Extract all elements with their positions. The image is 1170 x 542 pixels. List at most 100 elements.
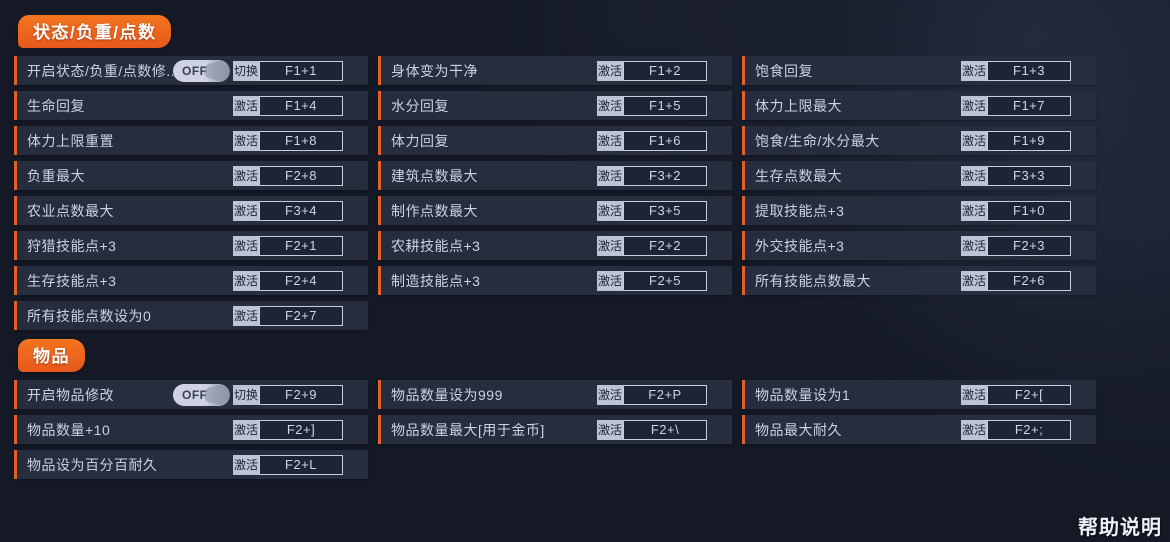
hotkey-field[interactable]: F1+1 [259,60,343,81]
action-button[interactable]: 切换 [233,60,259,81]
hotkey-field[interactable]: F1+3 [987,60,1071,81]
action-button[interactable]: 激活 [233,200,259,221]
section-header: 状态/负重/点数 [18,15,172,48]
action-button[interactable]: 激活 [961,130,987,151]
action-button[interactable]: 激活 [597,165,623,186]
action-button[interactable]: 激活 [233,130,259,151]
action-button[interactable]: 激活 [597,95,623,116]
hotkey-field[interactable]: F2+3 [987,235,1071,256]
hotkey-field[interactable]: F2+8 [259,165,343,186]
cheat-label: 所有技能点数最大 [755,272,871,289]
cheat-row: 开启物品修改 OFF 切换 F2+9 [14,380,368,409]
action-button[interactable]: 激活 [597,60,623,81]
help-link[interactable]: 帮助说明 [1078,517,1162,539]
action-button[interactable]: 激活 [597,384,623,405]
hotkey-field[interactable]: F3+4 [259,200,343,221]
action-button[interactable]: 激活 [233,95,259,116]
row-controls: 激活 F1+2 [597,60,707,81]
row-controls: 激活 F1+9 [961,130,1071,151]
row-controls: 激活 F2+7 [233,305,343,326]
action-button[interactable]: 激活 [597,419,623,440]
hotkey-field[interactable]: F1+2 [623,60,707,81]
cheat-row: 饱食/生命/水分最大 激活 F1+9 [742,126,1096,155]
cheat-label: 开启物品修改 [27,386,114,403]
cheat-label: 负重最大 [27,167,85,184]
row-controls: 激活 F2+8 [233,165,343,186]
hotkey-field[interactable]: F1+7 [987,95,1071,116]
action-button[interactable]: 切换 [233,384,259,405]
action-button[interactable]: 激活 [233,454,259,475]
toggle-switch[interactable]: OFF [173,383,230,406]
hotkey-field[interactable]: F2+\ [623,419,707,440]
row-controls: 激活 F1+6 [597,130,707,151]
action-button[interactable]: 激活 [961,384,987,405]
hotkey-field[interactable]: F1+4 [259,95,343,116]
action-button[interactable]: 激活 [233,165,259,186]
hotkey-field[interactable]: F2+[ [987,384,1071,405]
action-button[interactable]: 激活 [597,270,623,291]
action-button[interactable]: 激活 [597,130,623,151]
row-controls: 激活 F2+6 [961,270,1071,291]
hotkey-field[interactable]: F2+6 [987,270,1071,291]
hotkey-field[interactable]: F3+5 [623,200,707,221]
hotkey-field[interactable]: F1+0 [987,200,1071,221]
action-button[interactable]: 激活 [961,95,987,116]
hotkey-field[interactable]: F2+4 [259,270,343,291]
row-controls: 激活 F3+4 [233,200,343,221]
cheat-row: 体力回复 激活 F1+6 [378,126,732,155]
cheat-label: 生命回复 [27,97,85,114]
row-controls: 激活 F3+3 [961,165,1071,186]
action-button[interactable]: 激活 [233,270,259,291]
action-button[interactable]: 激活 [961,60,987,81]
action-button[interactable]: 激活 [961,235,987,256]
hotkey-field[interactable]: F1+9 [987,130,1071,151]
hotkey-field[interactable]: F2+] [259,419,343,440]
row-controls: 激活 F2+1 [233,235,343,256]
cheat-row: 物品数量设为1 激活 F2+[ [742,380,1096,409]
hotkey-field[interactable]: F2+1 [259,235,343,256]
hotkey-field[interactable]: F2+7 [259,305,343,326]
hotkey-field[interactable]: F2+P [623,384,707,405]
cheat-column: 饱食回复 激活 F1+3 体力上限最大 激活 F1+7 饱食/生命/水分最大 激活 F1+9 生存… [742,56,1096,330]
row-controls: 激活 F2+; [961,419,1071,440]
action-button[interactable]: 激活 [597,200,623,221]
cheat-label: 制作点数最大 [391,202,478,219]
hotkey-field[interactable]: F2+; [987,419,1071,440]
toggle-switch[interactable]: OFF [173,59,230,82]
action-button[interactable]: 激活 [233,305,259,326]
hotkey-field[interactable]: F1+6 [623,130,707,151]
action-button[interactable]: 激活 [961,419,987,440]
hotkey-field[interactable]: F2+L [259,454,343,475]
hotkey-field[interactable]: F3+2 [623,165,707,186]
action-button[interactable]: 激活 [961,270,987,291]
cheat-label: 饱食回复 [755,62,813,79]
cheat-label: 物品最大耐久 [755,421,842,438]
cheat-column: 物品数量设为999 激活 F2+P 物品数量最大[用于金币] 激活 F2+\ [378,380,732,479]
row-controls: 激活 F2+5 [597,270,707,291]
row-controls: 激活 F2+4 [233,270,343,291]
toggle-knob-icon [209,60,229,81]
cheat-row: 体力上限最大 激活 F1+7 [742,91,1096,120]
cheat-label: 物品数量最大[用于金币] [391,421,545,438]
trainer-panel: 状态/负重/点数 开启状态/负重/点数修... OFF 切换 F1+1 生命回复 激活 F1+… [14,15,1096,479]
hotkey-field[interactable]: F3+3 [987,165,1071,186]
action-button[interactable]: 激活 [961,200,987,221]
action-button[interactable]: 激活 [233,235,259,256]
hotkey-field[interactable]: F2+9 [259,384,343,405]
row-controls: 激活 F1+0 [961,200,1071,221]
toggle-knob-icon [209,384,229,405]
action-button[interactable]: 激活 [233,419,259,440]
action-button[interactable]: 激活 [961,165,987,186]
hotkey-field[interactable]: F1+8 [259,130,343,151]
hotkey-field[interactable]: F2+5 [623,270,707,291]
hotkey-field[interactable]: F2+2 [623,235,707,256]
action-button[interactable]: 激活 [597,235,623,256]
cheat-label: 所有技能点数设为0 [27,307,152,324]
cheat-label: 制造技能点+3 [391,272,481,289]
cheat-row: 建筑点数最大 激活 F3+2 [378,161,732,190]
hotkey-field[interactable]: F1+5 [623,95,707,116]
cheat-label: 物品设为百分百耐久 [27,456,158,473]
row-controls: 激活 F1+3 [961,60,1071,81]
cheat-label: 狩猎技能点+3 [27,237,117,254]
cheat-label: 水分回复 [391,97,449,114]
